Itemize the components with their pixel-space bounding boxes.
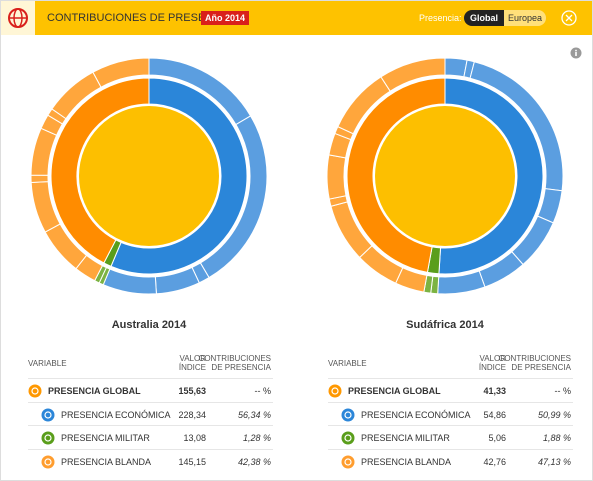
row-separator: [328, 401, 573, 403]
row-separator: [28, 425, 273, 427]
row-separator: [328, 449, 573, 451]
logo: [8, 8, 28, 28]
row-contribution: 1,88 %: [542, 433, 571, 444]
header-variable: VARIABLE: [28, 359, 67, 368]
toggle-label: Presencia:: [419, 13, 462, 23]
toggle-europea[interactable]: Europea: [504, 10, 546, 26]
row-label: PRESENCIA BLANDA: [61, 457, 152, 468]
row-label: PRESENCIA GLOBAL: [348, 386, 441, 396]
header-bar: CONTRIBUCIONES DE PRESENCIA Año 2014 Pre…: [1, 1, 592, 35]
icon-mark: [331, 387, 339, 395]
center-circle: [375, 106, 515, 246]
row-icon: [328, 384, 342, 398]
icon-circle: [341, 408, 355, 422]
outer-segment: [30, 174, 49, 184]
row-contribution: 47,13 %: [537, 457, 571, 468]
row-index: 13,08: [183, 433, 206, 444]
header-variable: VARIABLE: [328, 359, 367, 368]
row-label: PRESENCIA MILITAR: [361, 433, 450, 444]
icon-circle: [341, 431, 355, 445]
chart-title: Sudáfrica 2014: [406, 319, 485, 331]
icon-mark: [44, 411, 52, 419]
icon-mark: [44, 458, 52, 466]
center-circle: [79, 106, 219, 246]
header-contribution: CONTRIBUCIONES DE PRESENCIA: [198, 354, 271, 372]
row-contribution: 56,34 %: [237, 409, 271, 420]
row-separator: [328, 425, 573, 427]
header-value: VALOR ÍNDICE: [478, 354, 506, 372]
row-index: 54,86: [483, 409, 506, 420]
chart-title: Australia 2014: [112, 319, 187, 331]
row-label: PRESENCIA ECONÓMICA: [61, 409, 171, 420]
icon-mark: [344, 434, 352, 442]
row-index: 228,34: [178, 409, 206, 420]
row-contribution: 50,99 %: [537, 409, 571, 420]
inner-segment: [50, 77, 150, 264]
icon-mark: [344, 411, 352, 419]
row-label: PRESENCIA GLOBAL: [48, 386, 141, 396]
inner-segment: [110, 77, 248, 275]
title: CONTRIBUCIONES DE PRESENCIA: [47, 12, 232, 24]
icon-mark: [31, 387, 39, 395]
row-contribution: 42,38 %: [237, 457, 271, 468]
row-icon: [41, 408, 55, 422]
icon-circle: [328, 384, 342, 398]
row-label: PRESENCIA BLANDA: [361, 457, 452, 468]
row-separator: [28, 378, 273, 379]
icon-circle: [28, 384, 42, 398]
row-icon: [28, 384, 42, 398]
row-icon: [341, 408, 355, 422]
row-contribution: -- %: [254, 386, 272, 396]
row-label: PRESENCIA MILITAR: [61, 433, 150, 444]
charts: Australia 2014 Sudáfrica 2014: [30, 57, 564, 331]
row-contribution: -- %: [554, 386, 572, 396]
logo-box: [1, 1, 35, 35]
icon-mark: [344, 458, 352, 466]
outer-segment: [444, 57, 468, 78]
toggle-global[interactable]: Global: [464, 10, 504, 26]
row-index: 5,06: [488, 433, 506, 444]
outer-segment: [92, 57, 150, 88]
row-contribution: 1,28 %: [242, 433, 271, 444]
row-separator: [28, 449, 273, 451]
icon-circle: [341, 455, 355, 469]
inner-segment: [438, 77, 544, 275]
icon-circle: [41, 431, 55, 445]
row-icon: [41, 431, 55, 445]
row-icon: [41, 455, 55, 469]
year-badge: Año 2014: [201, 11, 250, 25]
header-contribution: CONTRIBUCIONES DE PRESENCIA: [498, 354, 571, 372]
icon-circle: [41, 455, 55, 469]
icon-mark: [44, 434, 52, 442]
row-index: 42,76: [483, 457, 506, 468]
inner-segment: [346, 77, 446, 273]
outer-segment: [326, 154, 347, 200]
close-button[interactable]: [561, 10, 577, 26]
header-value: VALOR ÍNDICE: [178, 354, 206, 372]
icon-circle: [41, 408, 55, 422]
row-label: PRESENCIA ECONÓMICA: [361, 409, 471, 420]
row-icon: [341, 431, 355, 445]
row-separator: [28, 401, 273, 403]
row-index: 145,15: [178, 457, 206, 468]
row-icon: [341, 455, 355, 469]
row-index: 155,63: [178, 386, 206, 396]
info-icon[interactable]: [569, 46, 583, 60]
row-index: 41,33: [483, 386, 506, 396]
row-separator: [328, 378, 573, 379]
outer-segment: [380, 57, 446, 92]
